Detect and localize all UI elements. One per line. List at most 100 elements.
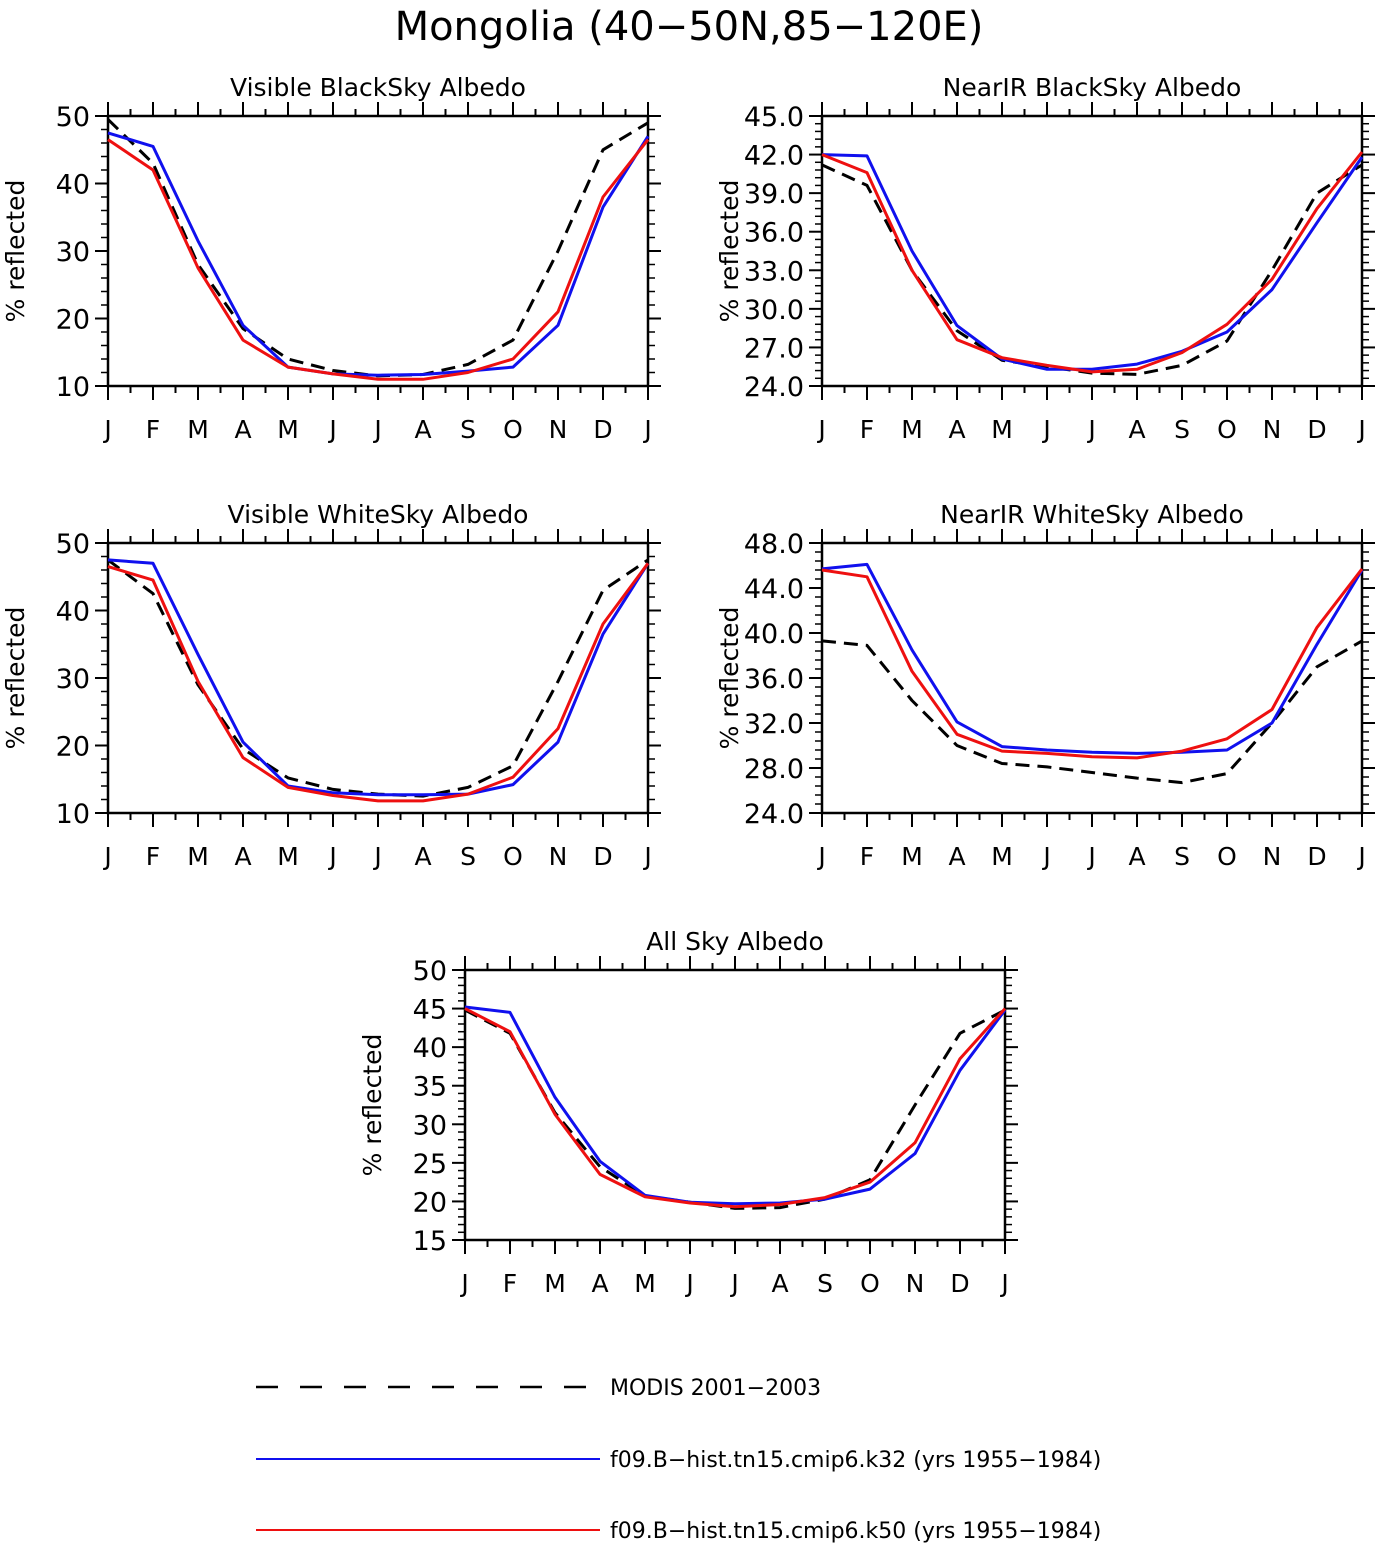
- x-tick-label: O: [503, 415, 523, 444]
- x-tick-label: A: [414, 842, 431, 871]
- x-tick-label: D: [1307, 415, 1326, 444]
- x-tick-label: F: [503, 1269, 517, 1298]
- x-tick-label: M: [901, 842, 923, 871]
- y-tick-label: 50: [56, 102, 90, 133]
- x-tick-label: D: [950, 1269, 969, 1298]
- x-tick-label: M: [277, 842, 299, 871]
- y-axis-label: % reflected: [1, 180, 30, 323]
- y-axis-label: % reflected: [715, 180, 744, 323]
- y-tick-label: 36.0: [744, 218, 804, 249]
- y-axis-label: % reflected: [358, 1034, 387, 1177]
- legend: MODIS 2001−2003 f09.B−hist.tn15.cmip6.k32…: [256, 1376, 1101, 1544]
- x-tick-label: O: [860, 1269, 880, 1298]
- panel-title: Visible WhiteSky Albedo: [228, 500, 529, 529]
- x-tick-label: S: [1174, 415, 1190, 444]
- series-line-k50: [821, 567, 1364, 760]
- y-tick-label: 20: [56, 732, 90, 763]
- y-tick-label: 30: [56, 237, 90, 268]
- x-tick-label: J: [327, 415, 336, 444]
- x-tick-label: N: [549, 842, 568, 871]
- x-tick-label: J: [372, 842, 381, 871]
- series-line-k32: [464, 1005, 1007, 1206]
- x-tick-label: M: [634, 1269, 656, 1298]
- x-tick-label: M: [991, 842, 1013, 871]
- legend-label-k50: f09.B−hist.tn15.cmip6.k50 (yrs 1955−1984…: [610, 1519, 1101, 1544]
- x-tick-label: D: [1307, 842, 1326, 871]
- y-tick-label: 30: [56, 664, 90, 695]
- x-tick-label: J: [102, 842, 111, 871]
- x-tick-label: J: [1041, 415, 1050, 444]
- x-tick-label: O: [503, 842, 523, 871]
- y-tick-label: 50: [56, 529, 90, 560]
- series-line-k32: [107, 131, 650, 377]
- x-tick-label: J: [1356, 842, 1365, 871]
- y-tick-label: 30.0: [744, 295, 804, 326]
- y-tick-label: 24.0: [744, 799, 804, 830]
- series-line-k32: [821, 562, 1364, 755]
- series-line-k32: [107, 558, 650, 797]
- panel-title: All Sky Albedo: [646, 927, 824, 956]
- series-line-k50: [107, 138, 650, 381]
- x-tick-label: O: [1217, 842, 1237, 871]
- plot-frame: [463, 968, 1007, 1242]
- x-tick-label: D: [593, 842, 612, 871]
- x-tick-label: O: [1217, 415, 1237, 444]
- x-tick-label: N: [1263, 842, 1282, 871]
- series-line-modis: [107, 558, 649, 798]
- y-axis-label: % reflected: [1, 607, 30, 750]
- y-tick-label: 42.0: [744, 141, 804, 172]
- x-tick-label: F: [860, 415, 874, 444]
- panel-title: NearIR WhiteSky Albedo: [940, 500, 1244, 529]
- x-tick-label: M: [901, 415, 923, 444]
- x-tick-label: M: [187, 842, 209, 871]
- y-tick-label: 50: [413, 956, 447, 987]
- x-tick-label: A: [234, 415, 251, 444]
- y-tick-label: 20: [413, 1187, 447, 1218]
- x-tick-label: J: [1086, 842, 1095, 871]
- y-tick-label: 10: [56, 799, 90, 830]
- y-tick-label: 40.0: [744, 619, 804, 650]
- x-tick-label: F: [146, 415, 160, 444]
- x-tick-label: J: [684, 1269, 693, 1298]
- x-tick-label: A: [591, 1269, 608, 1298]
- x-tick-label: F: [146, 842, 160, 871]
- legend-label-k32: f09.B−hist.tn15.cmip6.k32 (yrs 1955−1984…: [610, 1448, 1101, 1473]
- x-tick-label: J: [642, 415, 651, 444]
- y-tick-label: 25: [413, 1149, 447, 1180]
- x-tick-label: A: [771, 1269, 788, 1298]
- x-tick-label: J: [102, 415, 111, 444]
- y-tick-label: 33.0: [744, 256, 804, 287]
- x-tick-label: A: [948, 415, 965, 444]
- x-tick-label: N: [1263, 415, 1282, 444]
- y-tick-label: 24.0: [744, 372, 804, 403]
- x-tick-label: M: [544, 1269, 566, 1298]
- y-tick-label: 44.0: [744, 574, 804, 605]
- figure-title: Mongolia (40−50N,85−120E): [395, 4, 984, 50]
- y-tick-label: 30: [413, 1110, 447, 1141]
- y-tick-label: 27.0: [744, 333, 804, 364]
- x-tick-label: J: [816, 415, 825, 444]
- x-tick-label: S: [817, 1269, 833, 1298]
- x-tick-label: J: [1356, 415, 1365, 444]
- y-tick-label: 28.0: [744, 754, 804, 785]
- y-tick-label: 40: [56, 170, 90, 201]
- x-tick-label: J: [816, 842, 825, 871]
- panel-title: Visible BlackSky Albedo: [230, 73, 526, 102]
- y-tick-label: 45.0: [744, 102, 804, 133]
- x-tick-label: M: [277, 415, 299, 444]
- series-line-k50: [821, 151, 1364, 374]
- y-tick-label: 15: [413, 1226, 447, 1257]
- y-tick-label: 32.0: [744, 709, 804, 740]
- series-line-modis: [821, 639, 1363, 785]
- x-tick-label: S: [460, 842, 476, 871]
- x-tick-label: J: [327, 842, 336, 871]
- x-tick-label: A: [234, 842, 251, 871]
- x-tick-label: N: [549, 415, 568, 444]
- series-line-modis: [464, 1008, 1006, 1210]
- plot-frame: [106, 541, 650, 815]
